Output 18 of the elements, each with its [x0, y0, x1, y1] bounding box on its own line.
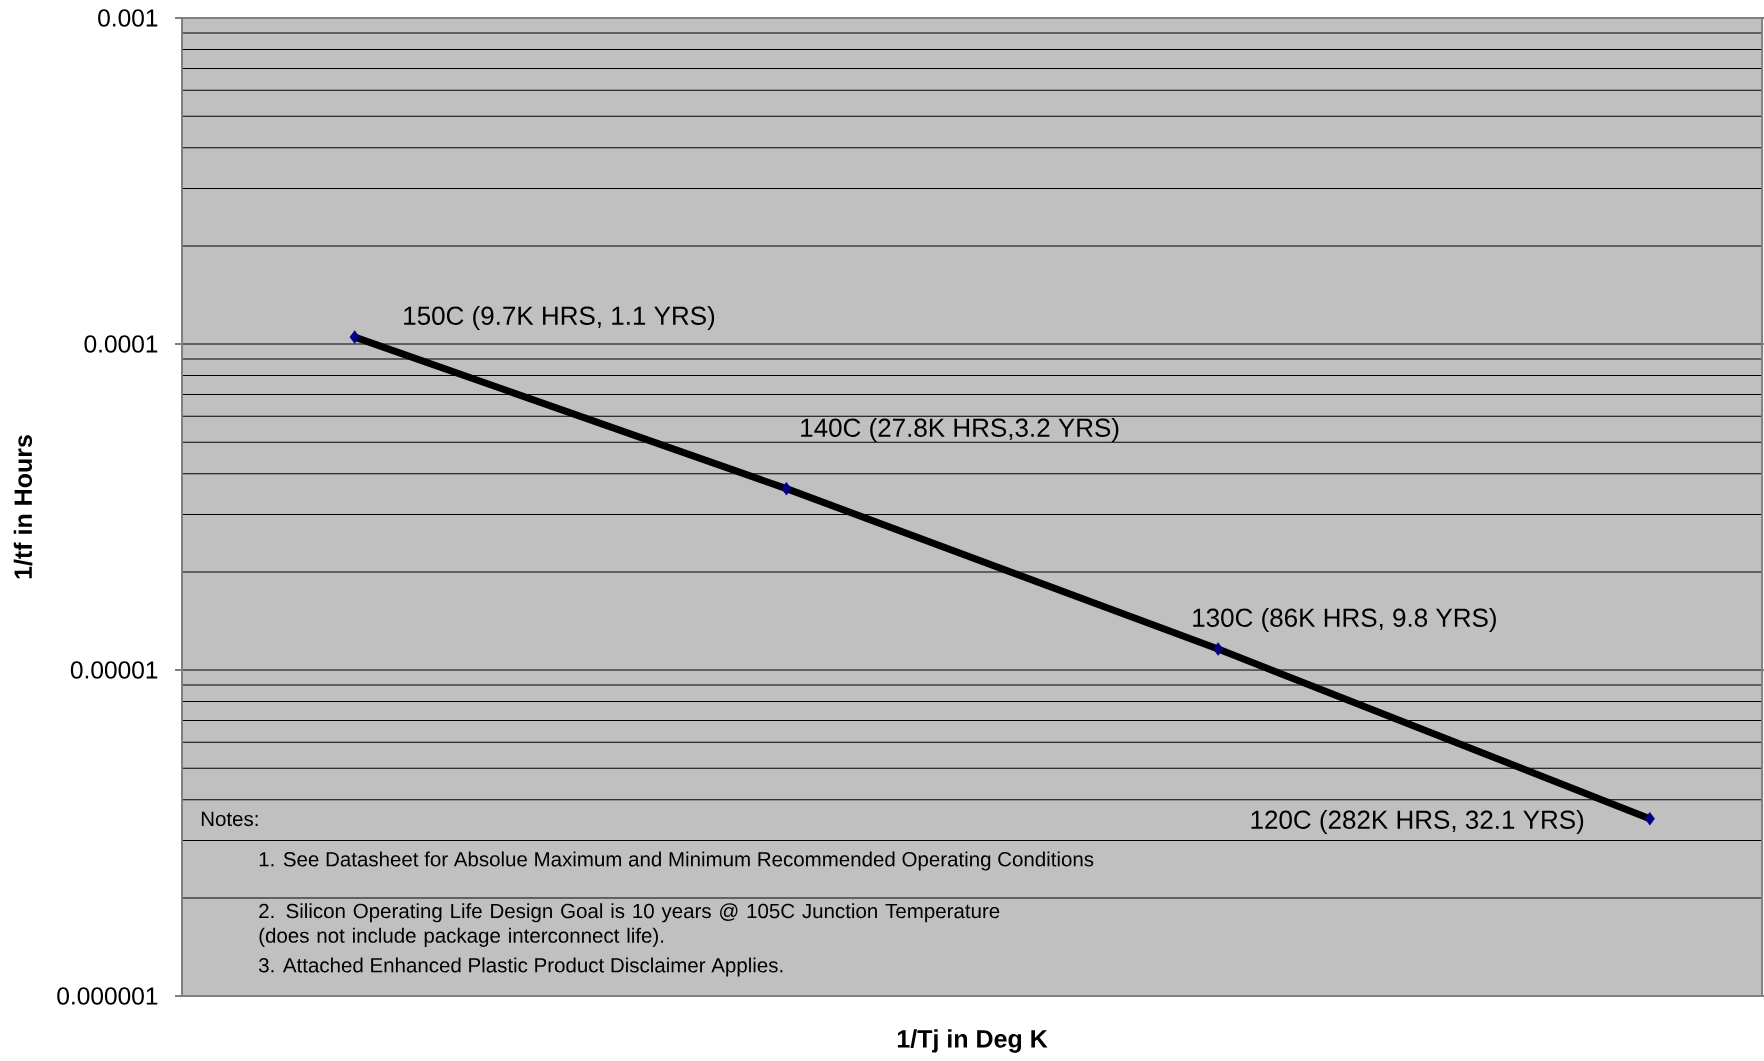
point	[1644, 811, 1655, 826]
annotation: 130C (86K HRS, 9.8 YRS)	[1193, 607, 1496, 633]
point	[1213, 642, 1224, 656]
y-tick-label: 0.000001	[57, 987, 158, 1005]
annotation: 1. See Datasheet for Absolue Maximum and Minimum Recommended Operating Conditions	[259, 851, 1094, 871]
y-axis-title: 1/tf in Hours	[13, 435, 33, 579]
annotation: 140C (27.8K HRS,3.2 YRS)	[801, 417, 1119, 443]
annotation: 3. Attached Enhanced Plastic Product Disclaimer Applies.	[258, 957, 783, 977]
point	[781, 481, 792, 496]
annotation: 120C (282K HRS, 32.1 YRS)	[1251, 809, 1584, 835]
x-axis-title: 1/Tj in Deg K	[897, 1029, 1048, 1053]
point	[349, 330, 360, 344]
annotation: 150C (9.7K HRS, 1.1 YRS)	[404, 305, 715, 331]
y-tick-label: 0.0001	[84, 335, 158, 353]
y-tick-label: 0.00001	[70, 661, 158, 679]
annotation: Notes:	[201, 811, 258, 827]
annotation: 2. Silicon Operating Life Design Goal is 10 years @ 105C Junction Temperature (does not include package interconnect life).	[259, 903, 1000, 947]
y-tick-label: 0.001	[98, 9, 158, 27]
